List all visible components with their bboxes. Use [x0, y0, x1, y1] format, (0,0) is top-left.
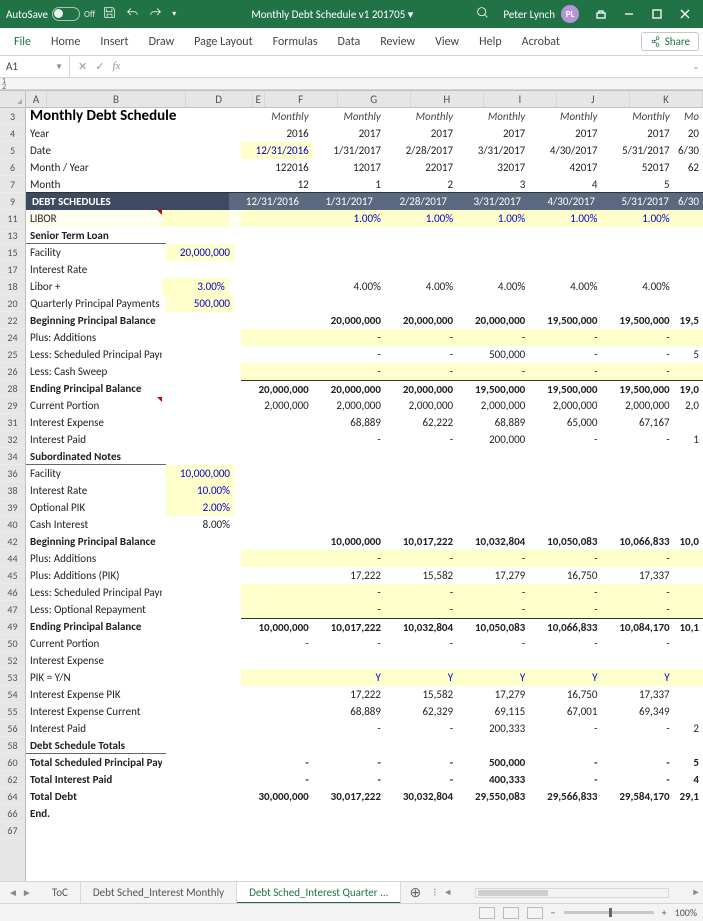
view-page-layout-icon[interactable] [503, 907, 519, 919]
add-sheet-icon[interactable]: ⊕ [401, 884, 429, 901]
avatar: PL [561, 5, 579, 23]
chevron-down-icon: ▼ [55, 62, 63, 72]
tab-formulas[interactable]: Formulas [263, 28, 328, 56]
status-bar: − + 100% [0, 903, 703, 921]
document-title[interactable]: Monthly Debt Schedule v1 201705 ▾ [251, 8, 413, 21]
user-name: Peter Lynch [503, 8, 555, 21]
cancel-icon[interactable]: ✕ [78, 60, 87, 73]
outline-bar[interactable]: 12 [0, 78, 703, 90]
maximize-icon[interactable] [645, 4, 669, 24]
nav-prev-icon[interactable]: ◄ [8, 886, 18, 899]
tab-file[interactable]: File [4, 28, 41, 56]
name-box[interactable]: A1▼ [0, 56, 70, 77]
column-headers[interactable]: A B C D E F G H I J K [0, 90, 703, 108]
autosave-state: Off [84, 9, 95, 20]
minimize-icon[interactable] [617, 4, 641, 24]
sheet-nav[interactable]: ◄► [0, 886, 40, 899]
col-G[interactable]: G [338, 91, 411, 107]
view-page-break-icon[interactable] [527, 907, 543, 919]
sheet-tab-toc[interactable]: ToC [40, 882, 81, 904]
tab-acrobat[interactable]: Acrobat [512, 28, 570, 56]
tab-help[interactable]: Help [469, 28, 512, 56]
tab-draw[interactable]: Draw [139, 28, 185, 56]
redo-icon[interactable] [149, 6, 162, 22]
view-normal-icon[interactable] [479, 907, 495, 919]
zoom-slider[interactable] [564, 911, 654, 914]
cells-grid[interactable]: Monthly Debt ScheduleMonthlyMonthlyMonth… [26, 108, 703, 898]
worksheet: 12 A B C D E F G H I J K 345679111315171… [0, 78, 703, 898]
zoom-out-icon[interactable]: − [551, 906, 556, 919]
hscroll-left-icon[interactable]: ◄ [441, 887, 455, 898]
enter-icon[interactable]: ✓ [95, 60, 104, 73]
col-D[interactable]: D [186, 91, 253, 107]
col-I[interactable]: I [484, 91, 557, 107]
tab-review[interactable]: Review [370, 28, 425, 56]
col-B[interactable]: B [47, 91, 185, 107]
user-account[interactable]: Peter Lynch PL [503, 5, 579, 23]
ribbon-options-icon[interactable] [589, 4, 613, 24]
hscroll-right-icon[interactable]: ► [689, 887, 703, 898]
zoom-level[interactable]: 100% [675, 906, 697, 919]
autosave-label: AutoSave [6, 8, 48, 21]
qat-dropdown-icon[interactable]: ▾ [172, 9, 176, 19]
horizontal-scrollbar[interactable] [455, 888, 689, 898]
tab-view[interactable]: View [425, 28, 469, 56]
save-icon[interactable] [103, 6, 116, 22]
fx-icon[interactable]: fx [112, 60, 120, 73]
tab-data[interactable]: Data [328, 28, 371, 56]
tab-page-layout[interactable]: Page Layout [184, 28, 262, 56]
close-icon[interactable] [673, 4, 697, 24]
quick-access-toolbar: ▾ [103, 6, 176, 22]
col-H[interactable]: H [411, 91, 484, 107]
tab-home[interactable]: Home [41, 28, 90, 56]
zoom-in-icon[interactable]: + [662, 906, 667, 919]
sheet-tab-bar: ◄► ToC Debt Sched_Interest Monthly Debt … [0, 881, 703, 903]
search-icon[interactable] [476, 6, 489, 22]
col-A[interactable]: A [26, 91, 48, 107]
expand-formula-icon[interactable]: ⌄ [689, 62, 703, 72]
sheet-tab-monthly[interactable]: Debt Sched_Interest Monthly [81, 882, 237, 904]
col-F[interactable]: F [265, 91, 338, 107]
share-button[interactable]: Share [641, 32, 699, 51]
tab-insert[interactable]: Insert [90, 28, 138, 56]
ribbon-tabs: File Home Insert Draw Page Layout Formul… [0, 28, 703, 56]
nav-next-icon[interactable]: ► [22, 886, 32, 899]
sheet-tab-quarterly[interactable]: Debt Sched_Interest Quarter ... [237, 882, 401, 904]
undo-icon[interactable] [126, 6, 139, 22]
row-headers[interactable]: 3456791113151718202224252628293132343638… [0, 108, 26, 898]
col-J[interactable]: J [557, 91, 630, 107]
select-all-cell[interactable] [0, 91, 26, 107]
col-E[interactable]: E [253, 91, 265, 107]
autosave-toggle[interactable]: AutoSave Off [6, 7, 95, 21]
formula-bar: A1▼ ✕ ✓ fx ⌄ [0, 56, 703, 78]
col-K[interactable]: K [630, 91, 703, 107]
toggle-off-icon [52, 7, 80, 21]
title-bar: AutoSave Off ▾ Monthly Debt Schedule v1 … [0, 0, 703, 28]
